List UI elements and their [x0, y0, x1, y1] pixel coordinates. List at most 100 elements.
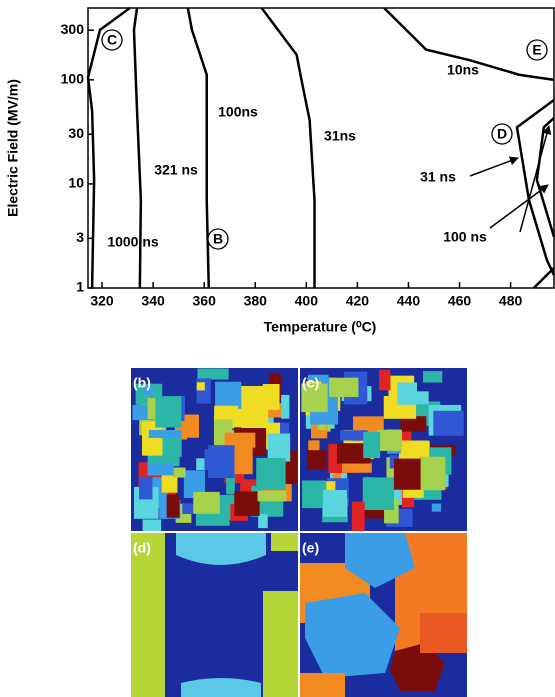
contour-line — [186, 7, 211, 289]
micrograph: (c) — [300, 368, 467, 532]
grain — [363, 431, 381, 459]
annotation-circle — [101, 29, 123, 51]
y-axis-label: Electric Field (MV/m) — [5, 79, 21, 217]
annotation: 100ns — [218, 104, 258, 120]
annotation: 321 ns — [154, 162, 198, 178]
annotation: 100 ns — [443, 229, 487, 245]
grain — [131, 533, 165, 697]
grain — [308, 440, 320, 453]
grain — [196, 382, 205, 391]
grain — [422, 371, 443, 383]
grain — [301, 383, 328, 413]
x-tick-label: 340 — [141, 293, 165, 309]
grain — [390, 643, 445, 691]
grain — [147, 462, 174, 476]
grain — [322, 490, 347, 517]
annotation: E — [532, 42, 541, 58]
grain — [234, 386, 264, 410]
grain — [166, 494, 180, 518]
annotation: D — [497, 126, 507, 142]
grain — [379, 369, 391, 391]
x-tick-label: 360 — [193, 293, 217, 309]
x-tick-label: 440 — [397, 293, 421, 309]
grain — [329, 377, 359, 397]
y-tick-label: 30 — [68, 125, 84, 141]
annotation: B — [213, 231, 223, 247]
panel-label: (e) — [302, 540, 319, 556]
grain — [193, 491, 220, 514]
micrograph: (e) — [300, 533, 467, 697]
grain — [139, 476, 153, 500]
arrow — [489, 184, 549, 229]
annotation: 10ns — [447, 62, 479, 78]
grain — [306, 450, 327, 470]
grain — [300, 673, 345, 697]
grain — [148, 429, 181, 438]
micrographs: (b) (c) (d) (e) — [131, 368, 467, 697]
grain — [226, 466, 235, 495]
x-tick-label: 320 — [90, 293, 114, 309]
grain — [345, 533, 415, 588]
grain — [224, 432, 256, 448]
grain — [400, 416, 427, 432]
y-tick-label: 300 — [61, 21, 85, 37]
grain — [176, 533, 266, 565]
grain — [258, 514, 268, 529]
x-tick-label: 480 — [499, 293, 523, 309]
grain — [263, 591, 298, 697]
grain — [393, 458, 421, 490]
arrow — [519, 125, 552, 233]
grain — [431, 503, 442, 512]
grain — [215, 381, 242, 409]
contour-line — [132, 7, 143, 289]
grain — [173, 467, 186, 478]
x-tick-label: 400 — [295, 293, 319, 309]
grain — [281, 394, 290, 419]
x-tick-label: 380 — [244, 293, 268, 309]
contour-line — [535, 117, 555, 238]
grain — [418, 456, 446, 491]
annotation-circle — [491, 123, 513, 145]
annotation-circle — [207, 228, 229, 250]
contour-line — [383, 7, 555, 82]
grain — [271, 533, 298, 551]
grain — [433, 410, 464, 436]
grain — [155, 396, 182, 428]
grain — [262, 384, 280, 410]
panel-label: (d) — [133, 540, 151, 556]
plot-frame — [87, 7, 555, 289]
grain — [196, 378, 211, 404]
grain — [340, 430, 368, 441]
grain — [420, 613, 467, 653]
annotation: 1000 ns — [107, 234, 159, 250]
y-tick-label: 100 — [61, 71, 85, 87]
grain — [207, 445, 235, 478]
annotation: 31ns — [324, 128, 356, 144]
annotation: C — [107, 32, 117, 48]
panel-label: (b) — [133, 375, 151, 391]
grain — [341, 462, 372, 473]
grain — [197, 368, 229, 380]
arrow — [469, 156, 519, 177]
contour-line — [532, 267, 555, 289]
grain — [142, 519, 162, 532]
x-tick-label: 460 — [448, 293, 472, 309]
annotation: 31 ns — [420, 169, 456, 185]
grain — [351, 501, 365, 532]
grain — [336, 443, 371, 464]
y-tick-label: 1 — [76, 279, 84, 295]
grain — [257, 490, 287, 502]
grain — [183, 470, 206, 499]
grain — [377, 429, 402, 451]
grain — [305, 593, 400, 678]
annotation-circle — [526, 39, 548, 61]
grain — [214, 405, 239, 420]
grain — [182, 503, 200, 514]
micrograph: (d) — [131, 533, 298, 697]
panel-label: (c) — [302, 375, 319, 391]
contour-line — [86, 6, 131, 289]
x-axis-label: Temperature (⁰C) — [264, 319, 377, 335]
y-tick-label: 3 — [76, 229, 84, 245]
